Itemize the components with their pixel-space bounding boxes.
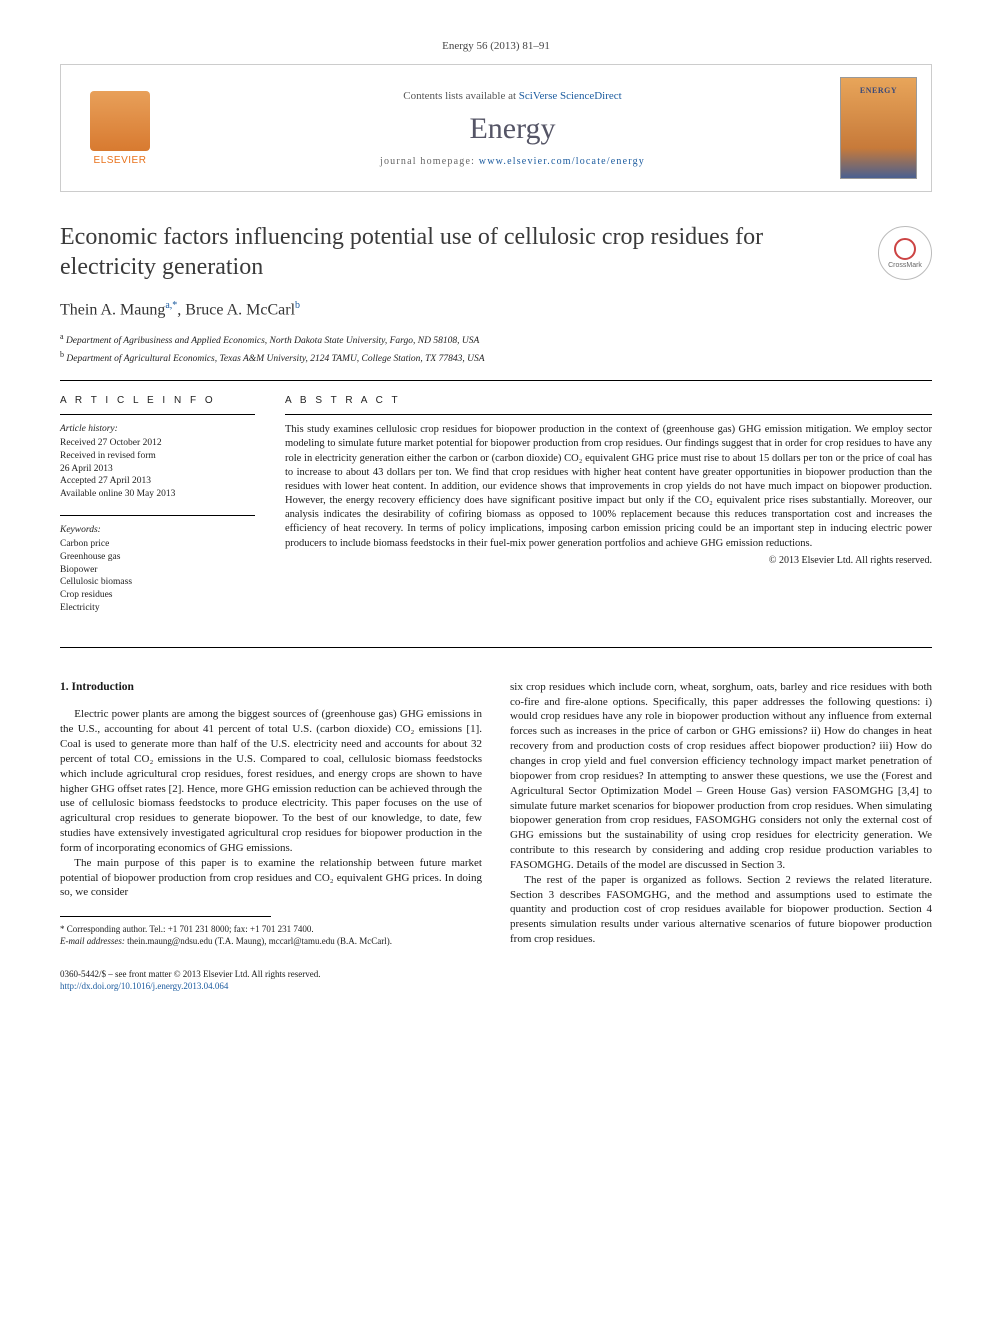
history-subhead: Article history:: [60, 423, 255, 436]
journal-name: Energy: [185, 112, 840, 146]
publisher-logo-box: ELSEVIER: [75, 78, 165, 178]
sciencedirect-link[interactable]: SciVerse ScienceDirect: [519, 90, 622, 102]
keywords-subhead: Keywords:: [60, 524, 255, 537]
journal-banner: ELSEVIER Contents lists available at Sci…: [60, 64, 932, 192]
citation-header: Energy 56 (2013) 81–91: [60, 40, 932, 52]
issn-line: 0360-5442/$ – see front matter © 2013 El…: [60, 968, 482, 980]
crossmark-label: CrossMark: [888, 262, 922, 269]
journal-cover-thumbnail: [840, 77, 917, 179]
keywords-rule: [60, 515, 255, 516]
authors-line: Thein A. Maunga,*, Bruce A. McCarlb: [60, 300, 932, 319]
history-line: 26 April 2013: [60, 463, 255, 476]
keywords-block: Keywords: Carbon price Greenhouse gas Bi…: [60, 524, 255, 615]
body-paragraph: The rest of the paper is organized as fo…: [510, 873, 932, 947]
keyword: Electricity: [60, 602, 255, 615]
author-2-marks: b: [295, 300, 300, 311]
info-rule: [60, 414, 255, 415]
page-container: Energy 56 (2013) 81–91 ELSEVIER Contents…: [0, 0, 992, 1032]
footnotes: * Corresponding author. Tel.: +1 701 231…: [60, 923, 482, 947]
article-history: Article history: Received 27 October 201…: [60, 423, 255, 501]
abstract-head: A B S T R A C T: [285, 395, 932, 406]
banner-center: Contents lists available at SciVerse Sci…: [185, 90, 840, 167]
history-line: Available online 30 May 2013: [60, 488, 255, 501]
body-column-left: 1. Introduction Electric power plants ar…: [60, 680, 482, 992]
footnote-separator: [60, 916, 271, 917]
body-columns: 1. Introduction Electric power plants ar…: [60, 680, 932, 992]
corresponding-author: * Corresponding author. Tel.: +1 701 231…: [60, 923, 482, 935]
elsevier-tree-icon: [90, 91, 150, 151]
abstract-rule: [285, 414, 932, 415]
email-label: E-mail addresses:: [60, 936, 125, 946]
history-line: Accepted 27 April 2013: [60, 475, 255, 488]
affil-a-text: Department of Agribusiness and Applied E…: [66, 336, 479, 346]
affiliations: a Department of Agribusiness and Applied…: [60, 331, 932, 366]
body-paragraph: The main purpose of this paper is to exa…: [60, 856, 482, 901]
author-1: Thein A. Maung: [60, 301, 165, 318]
homepage-prefix: journal homepage:: [380, 156, 479, 167]
affil-b-text: Department of Agricultural Economics, Te…: [66, 354, 484, 364]
history-line: Received in revised form: [60, 450, 255, 463]
article-info-head: A R T I C L E I N F O: [60, 395, 255, 406]
rule-top: [60, 380, 932, 381]
affiliation-b: b Department of Agricultural Economics, …: [60, 349, 932, 366]
abstract-text: This study examines cellulosic crop resi…: [285, 423, 932, 551]
keyword: Carbon price: [60, 538, 255, 551]
email-addresses: thein.maung@ndsu.edu (T.A. Maung), mccar…: [127, 936, 392, 946]
publisher-name: ELSEVIER: [94, 155, 147, 166]
keyword: Greenhouse gas: [60, 551, 255, 564]
email-line: E-mail addresses: thein.maung@ndsu.edu (…: [60, 935, 482, 947]
info-abstract-row: A R T I C L E I N F O Article history: R…: [60, 395, 932, 629]
doi-link[interactable]: http://dx.doi.org/10.1016/j.energy.2013.…: [60, 981, 228, 991]
history-line: Received 27 October 2012: [60, 437, 255, 450]
copyright-line: © 2013 Elsevier Ltd. All rights reserved…: [285, 555, 932, 566]
title-block: Economic factors influencing potential u…: [60, 222, 932, 366]
contents-lists-line: Contents lists available at SciVerse Sci…: [185, 90, 840, 102]
crossmark-icon: [894, 238, 916, 260]
journal-homepage-link[interactable]: www.elsevier.com/locate/energy: [479, 156, 645, 167]
author-1-marks: a,*: [165, 300, 177, 311]
body-column-right: six crop residues which include corn, wh…: [510, 680, 932, 992]
affiliation-a: a Department of Agribusiness and Applied…: [60, 331, 932, 348]
keyword: Biopower: [60, 564, 255, 577]
body-paragraph: Electric power plants are among the bigg…: [60, 707, 482, 855]
keyword: Cellulosic biomass: [60, 576, 255, 589]
rule-bottom: [60, 647, 932, 648]
article-title: Economic factors influencing potential u…: [60, 222, 862, 282]
journal-homepage-line: journal homepage: www.elsevier.com/locat…: [185, 156, 840, 167]
keyword: Crop residues: [60, 589, 255, 602]
affil-b-mark: b: [60, 350, 64, 359]
affil-a-mark: a: [60, 332, 64, 341]
body-paragraph: six crop residues which include corn, wh…: [510, 680, 932, 873]
article-info-column: A R T I C L E I N F O Article history: R…: [60, 395, 255, 629]
author-2: Bruce A. McCarl: [185, 301, 295, 318]
crossmark-badge[interactable]: CrossMark: [878, 226, 932, 280]
contents-prefix: Contents lists available at: [403, 90, 518, 102]
section-1-head: 1. Introduction: [60, 680, 482, 696]
bottom-meta: 0360-5442/$ – see front matter © 2013 El…: [60, 968, 482, 992]
abstract-column: A B S T R A C T This study examines cell…: [285, 395, 932, 629]
